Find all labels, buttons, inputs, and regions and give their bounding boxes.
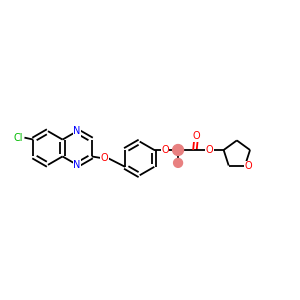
Text: O: O <box>101 153 108 164</box>
Circle shape <box>172 145 184 155</box>
Text: O: O <box>244 161 252 172</box>
Text: Cl: Cl <box>14 133 23 142</box>
Text: O: O <box>206 145 214 155</box>
Text: O: O <box>192 131 200 141</box>
Text: N: N <box>74 160 81 170</box>
Text: N: N <box>74 126 81 136</box>
Circle shape <box>174 158 182 167</box>
Text: O: O <box>161 145 169 155</box>
